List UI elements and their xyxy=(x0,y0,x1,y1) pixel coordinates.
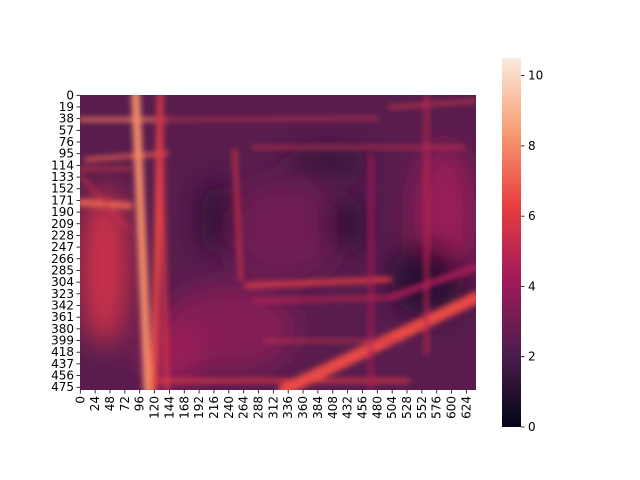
x-tick-label: 240 xyxy=(222,396,236,419)
y-tick-label: 133 xyxy=(51,170,74,184)
y-tick-label: 304 xyxy=(51,275,74,289)
heatmap-band xyxy=(278,291,476,390)
x-tick-label: 336 xyxy=(281,396,295,419)
colorbar-tick-label: 8 xyxy=(528,139,536,153)
heatmap-blob-layer xyxy=(80,144,476,387)
x-tick-label: 528 xyxy=(400,396,414,419)
x-tick-label: 624 xyxy=(459,396,473,419)
y-tick-label: 342 xyxy=(51,298,74,312)
colorbar: 0 2 4 6 8 10 xyxy=(502,58,543,434)
x-tick-label: 168 xyxy=(177,396,191,419)
heatmap-band-layer xyxy=(80,95,476,390)
x-tick-label: 24 xyxy=(88,396,102,411)
y-tick-label: 0 xyxy=(66,88,74,102)
y-tick-label: 361 xyxy=(51,310,74,324)
y-tick-label: 57 xyxy=(59,123,74,137)
x-tick-label: 72 xyxy=(118,396,132,411)
y-tick-label: 95 xyxy=(59,147,74,161)
colorbar-bar xyxy=(502,58,521,427)
heatmap-band xyxy=(388,99,476,109)
x-tick-label: 0 xyxy=(73,396,87,404)
y-tick-label: 399 xyxy=(51,334,74,348)
y-tick-label: 228 xyxy=(51,228,74,242)
heatmap-blob xyxy=(80,187,130,347)
y-tick-label: 323 xyxy=(51,287,74,301)
heatmap-blob xyxy=(200,181,232,255)
x-tick-label: 264 xyxy=(237,396,251,419)
x-tick-label: 456 xyxy=(355,396,369,419)
y-tick-label: 456 xyxy=(51,369,74,383)
y-tick-label: 19 xyxy=(59,100,74,114)
x-tick-label: 384 xyxy=(311,396,325,419)
heatmap-band xyxy=(80,173,131,232)
y-tick-label: 114 xyxy=(51,158,74,172)
colorbar-axis: 0 2 4 6 8 10 xyxy=(521,69,543,434)
x-tick-label: 552 xyxy=(415,396,429,419)
x-tick-label: 432 xyxy=(341,396,355,419)
y-tick-label: 190 xyxy=(51,205,74,219)
heatmap-band xyxy=(157,95,170,390)
x-tick-label: 216 xyxy=(207,396,221,419)
x-tick-label: 288 xyxy=(252,396,266,419)
x-tick-label: 120 xyxy=(148,396,162,419)
y-tick-label: 418 xyxy=(51,345,74,359)
heatmap-blob xyxy=(228,181,340,280)
x-tick-label: 360 xyxy=(296,396,310,419)
heatmap-band xyxy=(131,95,153,390)
y-tick-label: 152 xyxy=(51,182,74,196)
x-tick-label: 312 xyxy=(266,396,280,419)
colorbar-tick-label: 4 xyxy=(528,279,536,293)
colorbar-tick-label: 0 xyxy=(528,420,536,434)
colorbar-tick-label: 10 xyxy=(528,69,543,83)
y-tick-label: 380 xyxy=(51,322,74,336)
y-tick-label: 76 xyxy=(59,135,74,149)
x-tick-label: 504 xyxy=(385,396,399,419)
heatmap-area xyxy=(80,95,476,390)
heatmap-band xyxy=(84,151,169,162)
y-tick-label: 475 xyxy=(51,380,74,394)
y-axis: 0193857769511413315217119020922824726628… xyxy=(51,88,80,394)
x-tick-label: 144 xyxy=(162,396,176,419)
x-tick-label: 408 xyxy=(326,396,340,419)
heatmap-band xyxy=(232,148,243,282)
heatmap-band xyxy=(386,263,476,301)
y-tick-label: 38 xyxy=(59,112,74,126)
heatmap-blob xyxy=(327,196,365,252)
y-tick-label: 171 xyxy=(51,193,74,207)
heatmap-blob xyxy=(284,150,371,175)
x-tick-label: 192 xyxy=(192,396,206,419)
colorbar-tick-label: 6 xyxy=(528,209,536,223)
y-tick-label: 266 xyxy=(51,252,74,266)
y-tick-label: 247 xyxy=(51,240,74,254)
y-tick-label: 209 xyxy=(51,217,74,231)
y-tick-label: 437 xyxy=(51,357,74,371)
y-tick-label: 285 xyxy=(51,263,74,277)
heatmap-band xyxy=(153,117,379,121)
x-tick-label: 576 xyxy=(430,396,444,419)
x-tick-label: 48 xyxy=(103,396,117,411)
heatmap-band xyxy=(244,276,392,288)
heatmap-band xyxy=(251,295,392,303)
colorbar-tick-label: 2 xyxy=(528,350,536,364)
x-tick-label: 96 xyxy=(133,396,147,411)
x-axis: 0 24 48 72 96 120 144 168 192 216 240 264 288 312 336 3… xyxy=(73,390,473,419)
x-tick-label: 480 xyxy=(370,396,384,419)
x-tick-label: 600 xyxy=(445,396,459,419)
